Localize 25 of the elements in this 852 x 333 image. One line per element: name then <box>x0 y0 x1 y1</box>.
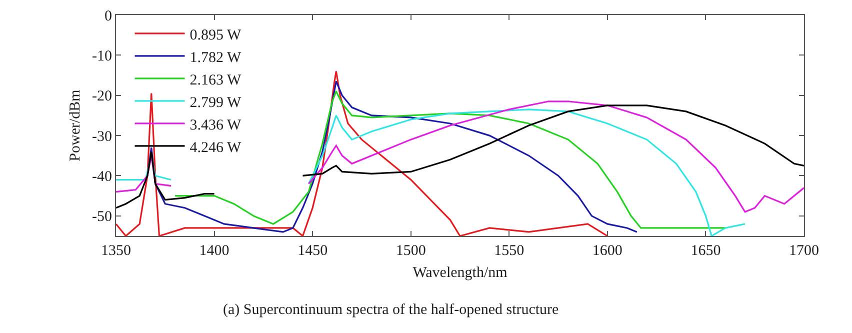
legend-label: 2.163 W <box>190 72 242 88</box>
x-tick-label: 1350 <box>101 243 131 259</box>
legend-label: 0.895 W <box>190 27 242 44</box>
legend-label: 2.799 W <box>190 94 242 111</box>
legend-label: 1.782 W <box>190 50 242 66</box>
x-tick-label: 1500 <box>396 243 426 259</box>
y-tick-label: -10 <box>92 48 112 64</box>
y-tick-label: -40 <box>92 168 112 185</box>
x-tick-label: 1650 <box>690 243 721 259</box>
legend-label: 4.246 W <box>190 140 242 156</box>
y-tick-label: -50 <box>92 209 112 226</box>
text: (a) Supercontinuum spectra of the half-opened structure <box>223 302 560 318</box>
y-tick-label: -20 <box>92 88 112 105</box>
y-tick-label: -30 <box>92 128 112 145</box>
y-axis-title: Power/dBm <box>67 89 84 162</box>
x-tick-label: 1450 <box>298 243 328 259</box>
x-tick-label: 1700 <box>789 243 819 259</box>
y-tick-label: 0 <box>104 8 112 24</box>
x-axis-title: Wavelength/nm <box>412 265 508 281</box>
line-series <box>174 90 726 229</box>
x-tick-label: 1550 <box>494 243 524 259</box>
x-tick-label: 1600 <box>592 243 622 259</box>
legend-label: 3.436 W <box>190 117 242 134</box>
x-tick-label: 1400 <box>199 243 230 259</box>
line-series <box>116 70 608 236</box>
